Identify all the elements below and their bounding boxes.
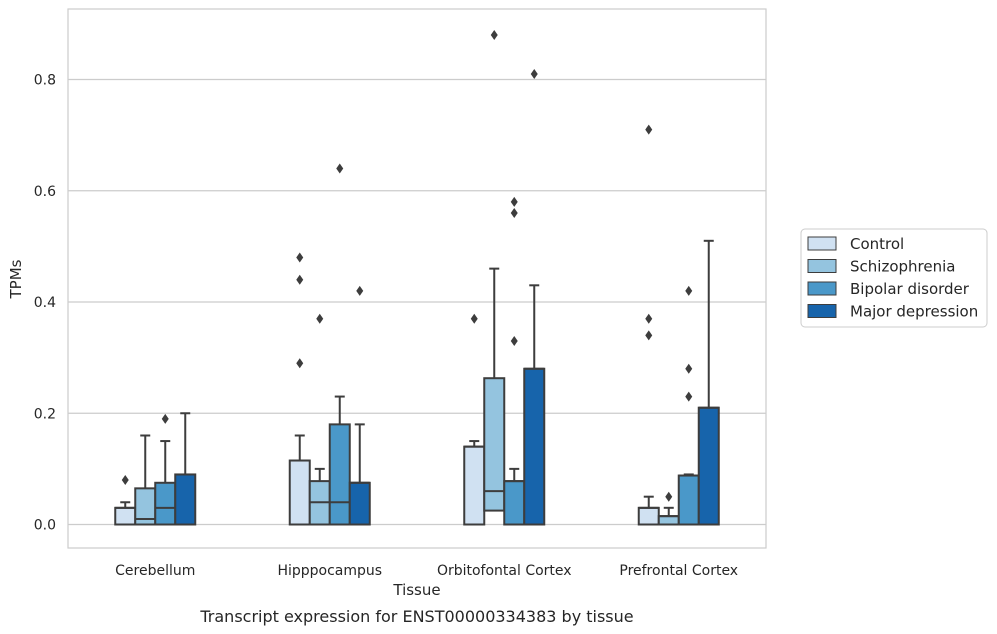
legend-label: Major depression	[850, 303, 978, 321]
box-bipolar-disorder	[328, 163, 351, 526]
box-schizophrenia	[483, 30, 506, 512]
outlier-marker	[685, 391, 693, 402]
outlier-marker	[296, 252, 304, 263]
box-control	[463, 313, 486, 526]
outlier-marker	[685, 285, 693, 296]
plot-area	[67, 8, 767, 549]
box-schizophrenia	[134, 434, 157, 526]
outlier-marker	[645, 313, 653, 324]
x-axis-ticks: Cerebellum Hipppocampus Orbitofontal Corte…	[115, 563, 738, 579]
legend-swatch	[807, 281, 837, 296]
outlier-marker	[161, 413, 169, 424]
box-body	[483, 377, 506, 512]
outlier-marker	[121, 475, 129, 485]
chart-caption: Transcript expression for ENST0000033438…	[199, 607, 633, 626]
box-body	[114, 506, 137, 526]
box-body	[348, 481, 371, 526]
outlier-marker	[530, 68, 538, 79]
legend-swatch	[807, 236, 837, 251]
outlier-marker	[336, 163, 344, 174]
box-groups	[114, 30, 720, 526]
y-tick-label: 0.0	[34, 518, 56, 534]
box-group	[114, 412, 197, 526]
x-tick-label: Prefrontal Cortex	[619, 563, 738, 579]
box-body	[328, 423, 351, 526]
box-body	[463, 445, 486, 526]
box-major-depression	[697, 239, 720, 526]
x-tick-label: Hipppocampus	[277, 563, 382, 579]
outlier-marker	[510, 196, 518, 207]
outlier-marker	[296, 358, 304, 369]
box-body	[288, 459, 311, 526]
outlier-marker	[296, 274, 304, 285]
box-bipolar-disorder	[503, 196, 526, 526]
box-bipolar-disorder	[677, 285, 700, 526]
x-tick-label: Cerebellum	[115, 563, 195, 579]
outlier-marker	[356, 285, 364, 296]
box-body	[637, 506, 660, 526]
outlier-marker	[685, 363, 693, 374]
box-major-depression	[174, 412, 197, 526]
box-group	[463, 30, 546, 526]
y-axis-ticks: 0.0 0.2 0.4 0.6 0.8	[34, 73, 56, 534]
legend-label: Bipolar disorder	[850, 280, 970, 298]
box-group	[637, 124, 720, 526]
outlier-marker	[490, 30, 498, 40]
box-body	[697, 406, 720, 526]
legend-label: Schizophrenia	[850, 258, 955, 276]
box-body	[174, 473, 197, 526]
outlier-marker	[510, 335, 518, 346]
outlier-marker	[645, 124, 653, 135]
outlier-marker	[645, 330, 653, 341]
y-tick-label: 0.6	[34, 184, 56, 200]
box-body	[677, 474, 700, 526]
box-body	[523, 367, 546, 526]
legend-label: Control	[850, 235, 904, 253]
box-major-depression	[348, 285, 371, 526]
outlier-marker	[470, 313, 478, 324]
y-tick-label: 0.4	[34, 295, 56, 311]
outlier-marker	[316, 313, 324, 324]
legend-swatch	[807, 259, 837, 273]
box-body	[503, 480, 526, 526]
y-axis-label: TPMs	[7, 259, 25, 299]
box-group	[288, 163, 371, 526]
y-tick-label: 0.8	[34, 73, 56, 89]
outlier-marker	[665, 491, 673, 502]
legend-swatch	[807, 304, 837, 318]
box-major-depression	[523, 68, 546, 526]
outlier-marker	[510, 208, 518, 218]
x-axis-label: Tissue	[392, 581, 440, 599]
legend-frame	[800, 228, 988, 328]
box-body	[154, 481, 177, 526]
y-tick-label: 0.2	[34, 406, 56, 422]
legend: Control Schizophrenia Bipolar disorder Majo…	[800, 228, 988, 328]
x-tick-label: Orbitofontal Cortex	[437, 563, 572, 579]
box-control	[114, 475, 137, 526]
box-schizophrenia	[657, 491, 680, 526]
box-body	[657, 515, 680, 526]
